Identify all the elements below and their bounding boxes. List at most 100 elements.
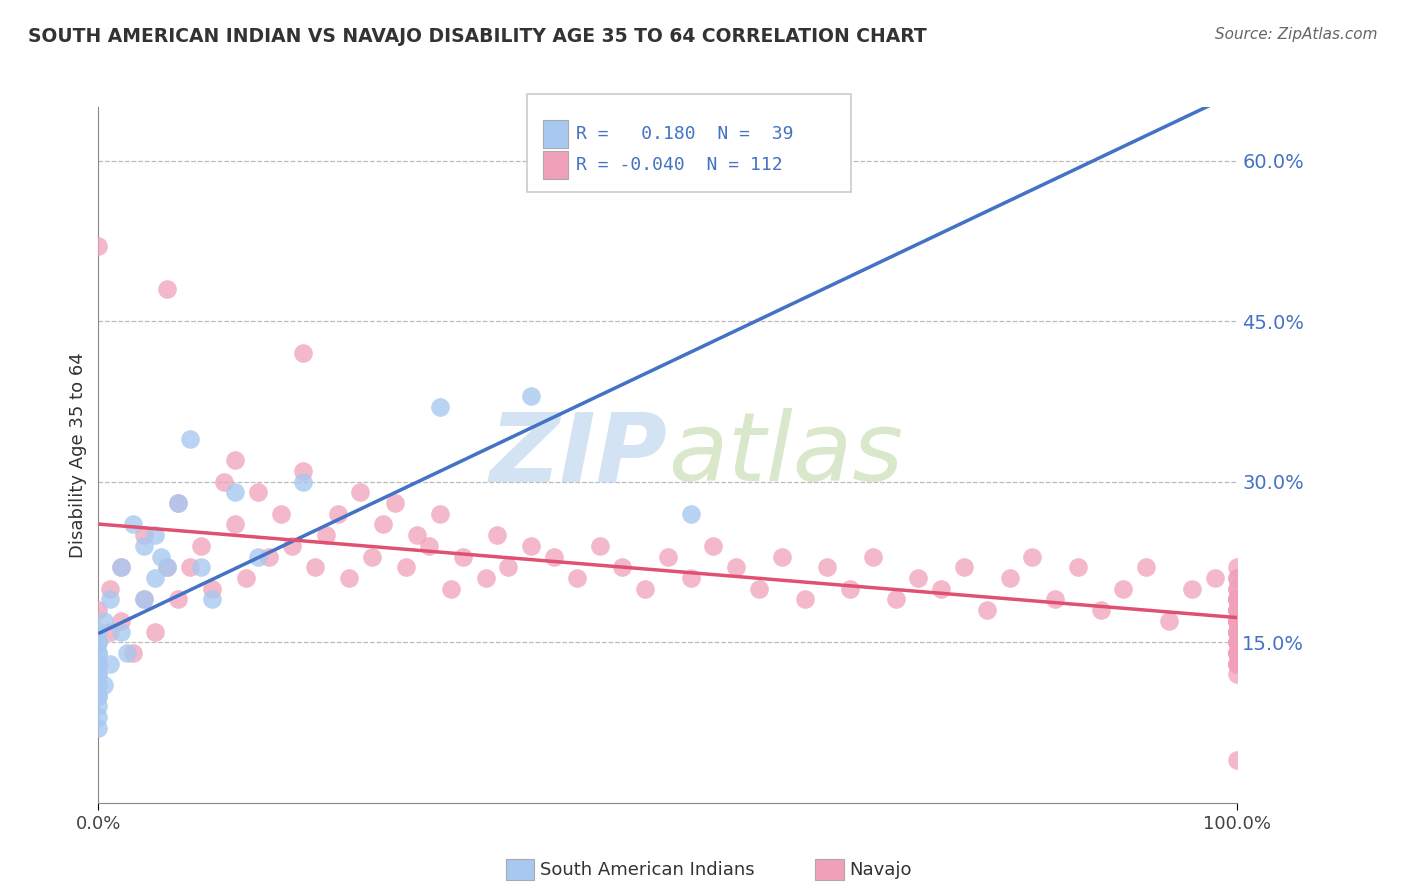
Point <box>520 539 543 553</box>
Point <box>156 560 179 574</box>
Point <box>145 571 167 585</box>
Point <box>588 539 610 553</box>
Point <box>259 549 281 564</box>
Point <box>1226 667 1249 681</box>
Point <box>998 571 1021 585</box>
Point <box>224 517 246 532</box>
Point <box>1226 614 1249 628</box>
Point <box>884 592 907 607</box>
Point <box>1112 582 1135 596</box>
Point <box>1090 603 1112 617</box>
Point <box>87 657 110 671</box>
Point <box>1021 549 1043 564</box>
Point <box>224 485 246 500</box>
Point <box>87 699 110 714</box>
Point <box>1226 592 1249 607</box>
Point <box>201 582 224 596</box>
Point <box>156 560 179 574</box>
Point <box>292 346 315 360</box>
Point <box>145 624 167 639</box>
Point <box>190 560 212 574</box>
Point <box>337 571 360 585</box>
Point <box>770 549 793 564</box>
Point <box>702 539 724 553</box>
Point <box>1226 646 1249 660</box>
Point <box>440 582 463 596</box>
Text: atlas: atlas <box>668 409 903 501</box>
Point <box>395 560 418 574</box>
Point <box>87 689 110 703</box>
Point <box>87 635 110 649</box>
Point <box>1226 560 1249 574</box>
Point <box>1226 603 1249 617</box>
Point <box>93 614 115 628</box>
Point <box>87 678 110 692</box>
Point <box>87 667 110 681</box>
Text: Source: ZipAtlas.com: Source: ZipAtlas.com <box>1215 27 1378 42</box>
Text: Navajo: Navajo <box>849 861 911 879</box>
Point <box>839 582 862 596</box>
Point <box>474 571 496 585</box>
Point <box>1226 603 1249 617</box>
Point <box>87 657 110 671</box>
Point <box>1226 657 1249 671</box>
Point <box>349 485 371 500</box>
Point <box>87 239 110 253</box>
Point <box>1226 614 1249 628</box>
Point <box>167 496 190 510</box>
Point <box>565 571 588 585</box>
Point <box>1135 560 1157 574</box>
Point <box>167 592 190 607</box>
Point <box>1181 582 1204 596</box>
Point <box>1226 624 1249 639</box>
Point <box>1226 624 1249 639</box>
Point <box>371 517 394 532</box>
Point <box>657 549 679 564</box>
Point <box>281 539 304 553</box>
Text: SOUTH AMERICAN INDIAN VS NAVAJO DISABILITY AGE 35 TO 64 CORRELATION CHART: SOUTH AMERICAN INDIAN VS NAVAJO DISABILI… <box>28 27 927 45</box>
Point <box>87 689 110 703</box>
Point <box>132 528 155 542</box>
Point <box>98 592 121 607</box>
Point <box>1226 753 1249 767</box>
Point <box>1226 646 1249 660</box>
Point <box>115 646 138 660</box>
Point <box>360 549 382 564</box>
Point <box>179 560 201 574</box>
Point <box>190 539 212 553</box>
Point <box>167 496 190 510</box>
Point <box>907 571 929 585</box>
Point <box>87 624 110 639</box>
Point <box>1226 657 1249 671</box>
Point <box>150 549 173 564</box>
Text: ZIP: ZIP <box>489 409 668 501</box>
Point <box>429 507 451 521</box>
Point <box>486 528 509 542</box>
Point <box>110 614 132 628</box>
Point <box>1226 603 1249 617</box>
Point <box>1226 646 1249 660</box>
Point <box>292 464 315 478</box>
Point <box>270 507 292 521</box>
Point <box>815 560 838 574</box>
Text: R = -0.040  N = 112: R = -0.040 N = 112 <box>576 156 783 174</box>
Point <box>201 592 224 607</box>
Point <box>121 646 143 660</box>
Point <box>145 528 167 542</box>
Point <box>1204 571 1226 585</box>
Point <box>520 389 543 403</box>
Point <box>315 528 337 542</box>
Point <box>132 592 155 607</box>
Point <box>793 592 815 607</box>
Point <box>748 582 770 596</box>
Point <box>1226 571 1249 585</box>
Y-axis label: Disability Age 35 to 64: Disability Age 35 to 64 <box>69 352 87 558</box>
Point <box>1226 571 1249 585</box>
Point <box>110 624 132 639</box>
Point <box>953 560 976 574</box>
Point <box>98 582 121 596</box>
Point <box>93 678 115 692</box>
Point <box>1226 592 1249 607</box>
Point <box>1226 614 1249 628</box>
Point <box>132 539 155 553</box>
